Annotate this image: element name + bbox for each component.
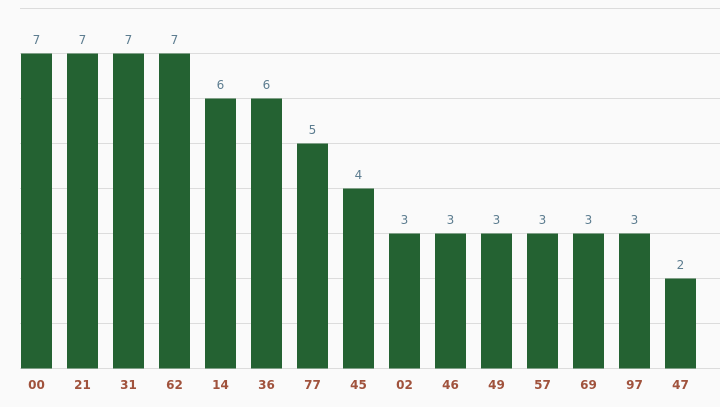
x-tick-label: 46: [442, 378, 459, 392]
x-tick-label: 57: [534, 378, 551, 392]
value-label: 7: [125, 33, 133, 47]
bar: [21, 53, 52, 369]
value-label: 6: [263, 78, 271, 92]
x-tick-label: 49: [488, 378, 505, 392]
value-label: 7: [171, 33, 179, 47]
bar: [435, 233, 466, 369]
bar: [205, 98, 236, 369]
value-label: 4: [355, 168, 363, 182]
value-label: 3: [493, 213, 501, 227]
value-label: 3: [539, 213, 547, 227]
value-label: 2: [677, 258, 685, 272]
x-tick-label: 69: [580, 378, 597, 392]
bar: [527, 233, 558, 369]
value-label: 3: [631, 213, 639, 227]
x-tick-label: 77: [304, 378, 321, 392]
x-tick-label: 00: [28, 378, 45, 392]
bar: [573, 233, 604, 369]
x-tick-label: 97: [626, 378, 643, 392]
x-tick-label: 36: [258, 378, 275, 392]
x-tick-label: 45: [350, 378, 367, 392]
value-label: 3: [447, 213, 455, 227]
bar: [481, 233, 512, 369]
bar: [159, 53, 190, 369]
x-tick-label: 62: [166, 378, 183, 392]
value-label: 7: [79, 33, 87, 47]
x-tick-label: 21: [74, 378, 91, 392]
x-tick-label: 14: [212, 378, 229, 392]
bar: [67, 53, 98, 369]
bar: [343, 188, 374, 369]
x-tick-label: 02: [396, 378, 413, 392]
value-label: 3: [401, 213, 409, 227]
bar: [665, 278, 696, 369]
value-label: 6: [217, 78, 225, 92]
x-tick-label: 47: [672, 378, 689, 392]
bar: [113, 53, 144, 369]
value-label: 7: [33, 33, 41, 47]
value-label: 3: [585, 213, 593, 227]
bar: [619, 233, 650, 369]
bar: [389, 233, 420, 369]
x-tick-label: 31: [120, 378, 137, 392]
bar: [297, 143, 328, 369]
bar: [251, 98, 282, 369]
value-label: 5: [309, 123, 317, 137]
